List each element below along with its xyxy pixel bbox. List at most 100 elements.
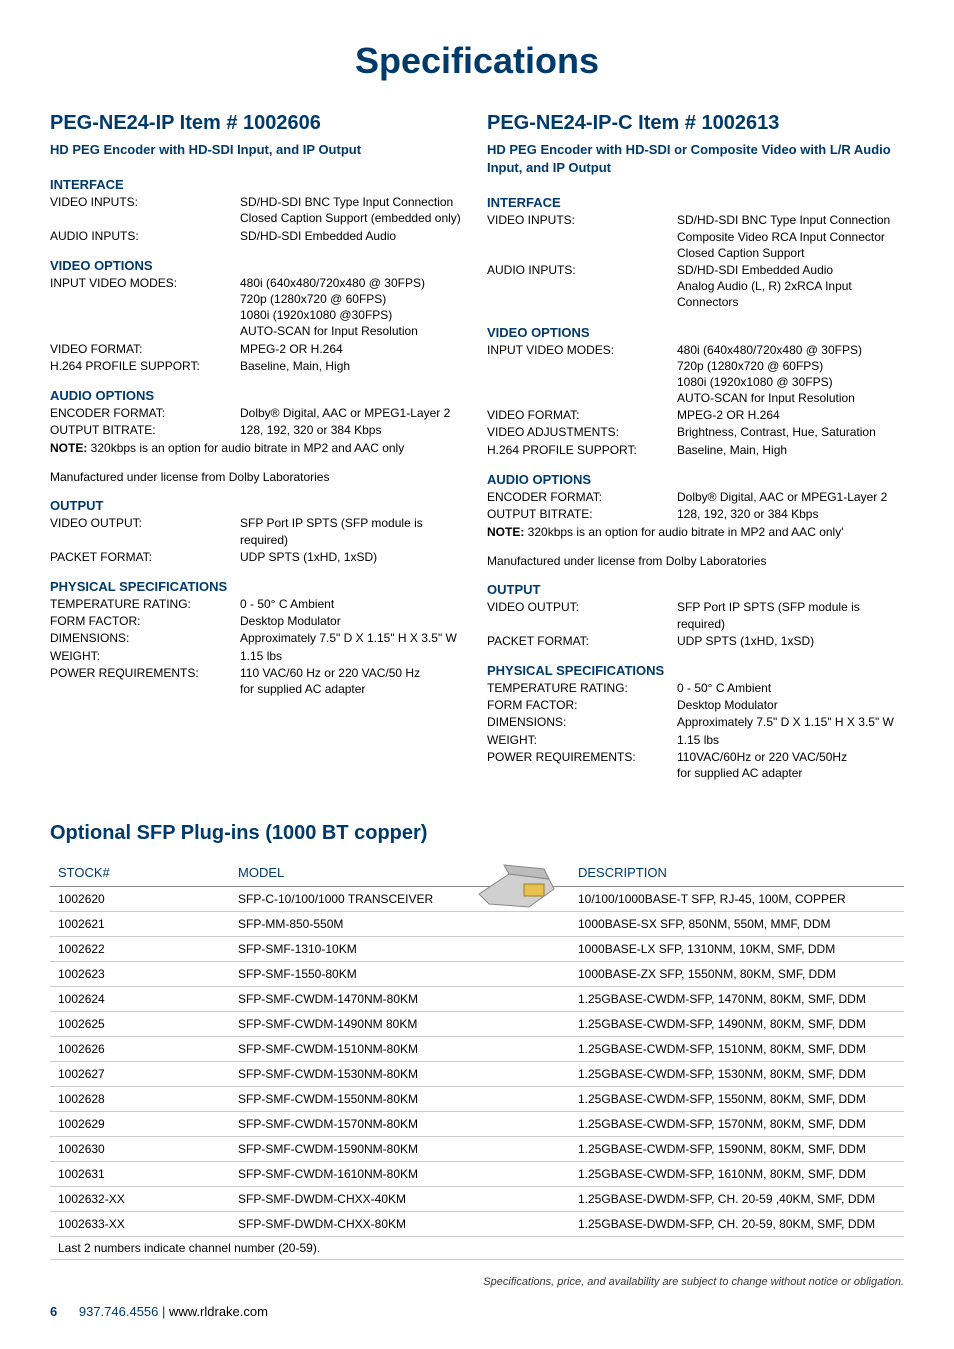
cell-model: SFP-SMF-DWDM-CHXX-80KM xyxy=(230,1212,570,1237)
cell-stock: 1002626 xyxy=(50,1037,230,1062)
spec-row: H.264 PROFILE SUPPORT:Baseline, Main, Hi… xyxy=(50,358,467,374)
spec-row: WEIGHT:1.15 lbs xyxy=(487,732,904,748)
spec-value: SD/HD-SDI BNC Type Input ConnectionCompo… xyxy=(677,212,904,261)
spec-value: UDP SPTS (1xHD, 1xSD) xyxy=(677,633,904,649)
spec-row: VIDEO INPUTS:SD/HD-SDI BNC Type Input Co… xyxy=(487,212,904,261)
spec-row: TEMPERATURE RATING:0 - 50° C Ambient xyxy=(487,680,904,696)
spec-value: Dolby® Digital, AAC or MPEG1-Layer 2 xyxy=(240,405,467,421)
cell-description: 1000BASE-LX SFP, 1310NM, 10KM, SMF, DDM xyxy=(570,937,904,962)
spec-row: DIMENSIONS:Approximately 7.5" D X 1.15" … xyxy=(50,630,467,646)
spec-row: FORM FACTOR:Desktop Modulator xyxy=(487,697,904,713)
spec-value: Baseline, Main, High xyxy=(240,358,467,374)
spec-label: TEMPERATURE RATING: xyxy=(487,680,677,696)
spec-value: Brightness, Contrast, Hue, Saturation xyxy=(677,424,904,440)
product-right: PEG-NE24-IP-C Item # 1002613 HD PEG Encod… xyxy=(487,112,904,782)
spec-label: DIMENSIONS: xyxy=(50,630,240,646)
spec-label: WEIGHT: xyxy=(50,648,240,664)
spec-value: 1.15 lbs xyxy=(240,648,467,664)
section-heading: VIDEO OPTIONS xyxy=(487,325,904,340)
cell-stock: 1002629 xyxy=(50,1112,230,1137)
spec-label: VIDEO OUTPUT: xyxy=(50,515,240,547)
page-footer: 6 937.746.4556 | www.rldrake.com xyxy=(50,1304,904,1319)
spec-row: VIDEO OUTPUT:SFP Port IP SPTS (SFP modul… xyxy=(487,599,904,631)
spec-value: 110 VAC/60 Hz or 220 VAC/50 Hzfor suppli… xyxy=(240,665,467,697)
cell-description: 1.25GBASE-CWDM-SFP, 1510NM, 80KM, SMF, D… xyxy=(570,1037,904,1062)
spec-label: PACKET FORMAT: xyxy=(487,633,677,649)
cell-stock: 1002620 xyxy=(50,887,230,912)
spec-value: SFP Port IP SPTS (SFP module is required… xyxy=(240,515,467,547)
sfp-module-icon xyxy=(474,859,564,919)
spec-label: H.264 PROFILE SUPPORT: xyxy=(487,442,677,458)
spec-value: Baseline, Main, High xyxy=(677,442,904,458)
sfp-footnote: Last 2 numbers indicate channel number (… xyxy=(50,1237,904,1260)
cell-description: 1.25GBASE-DWDM-SFP, CH. 20-59 ,40KM, SMF… xyxy=(570,1187,904,1212)
spec-row: ENCODER FORMAT:Dolby® Digital, AAC or MP… xyxy=(50,405,467,421)
spec-label: TEMPERATURE RATING: xyxy=(50,596,240,612)
cell-stock: 1002631 xyxy=(50,1162,230,1187)
footer-phone: 937.746.4556 | xyxy=(79,1304,169,1319)
spec-label: DIMENSIONS: xyxy=(487,714,677,730)
spec-row: OUTPUT BITRATE:128, 192, 320 or 384 Kbps xyxy=(487,506,904,522)
cell-stock: 1002623 xyxy=(50,962,230,987)
spec-label: ENCODER FORMAT: xyxy=(50,405,240,421)
section-heading: VIDEO OPTIONS xyxy=(50,258,467,273)
spec-value: Approximately 7.5" D X 1.15" H X 3.5" W xyxy=(240,630,467,646)
spec-label: VIDEO FORMAT: xyxy=(50,341,240,357)
spec-label: H.264 PROFILE SUPPORT: xyxy=(50,358,240,374)
spec-label: FORM FACTOR: xyxy=(487,697,677,713)
product-subtitle: HD PEG Encoder with HD-SDI Input, and IP… xyxy=(50,141,467,159)
cell-model: SFP-SMF-DWDM-CHXX-40KM xyxy=(230,1187,570,1212)
cell-model: SFP-SMF-1310-10KM xyxy=(230,937,570,962)
spec-label: PACKET FORMAT: xyxy=(50,549,240,565)
spec-row: INPUT VIDEO MODES:480i (640x480/720x480 … xyxy=(50,275,467,340)
th-desc: DESCRIPTION xyxy=(570,859,904,887)
spec-row: DIMENSIONS:Approximately 7.5" D X 1.15" … xyxy=(487,714,904,730)
spec-row: FORM FACTOR:Desktop Modulator xyxy=(50,613,467,629)
sfp-title: Optional SFP Plug-ins (1000 BT copper) xyxy=(50,822,904,845)
cell-model: SFP-SMF-CWDM-1490NM 80KM xyxy=(230,1012,570,1037)
product-header: PEG-NE24-IP-C Item # 1002613 xyxy=(487,112,904,135)
cell-model: SFP-SMF-CWDM-1610NM-80KM xyxy=(230,1162,570,1187)
spec-label: VIDEO INPUTS: xyxy=(487,212,677,261)
product-subtitle: HD PEG Encoder with HD-SDI or Composite … xyxy=(487,141,904,177)
spec-value: 480i (640x480/720x480 @ 30FPS)720p (1280… xyxy=(677,342,904,407)
cell-description: 10/100/1000BASE-T SFP, RJ-45, 100M, COPP… xyxy=(570,887,904,912)
spec-row: AUDIO INPUTS:SD/HD-SDI Embedded Audio xyxy=(50,228,467,244)
spec-label: INPUT VIDEO MODES: xyxy=(50,275,240,340)
spec-value: SFP Port IP SPTS (SFP module is required… xyxy=(677,599,904,631)
cell-description: 1.25GBASE-CWDM-SFP, 1490NM, 80KM, SMF, D… xyxy=(570,1012,904,1037)
spec-value: Dolby® Digital, AAC or MPEG1-Layer 2 xyxy=(677,489,904,505)
section-heading: PHYSICAL SPECIFICATIONS xyxy=(487,663,904,678)
spec-row: TEMPERATURE RATING:0 - 50° C Ambient xyxy=(50,596,467,612)
spec-row: H.264 PROFILE SUPPORT:Baseline, Main, Hi… xyxy=(487,442,904,458)
spec-label: OUTPUT BITRATE: xyxy=(50,422,240,438)
spec-label: FORM FACTOR: xyxy=(50,613,240,629)
table-row: 1002626SFP-SMF-CWDM-1510NM-80KM1.25GBASE… xyxy=(50,1037,904,1062)
license-note: Manufactured under license from Dolby La… xyxy=(487,554,904,568)
footer-url: www.rldrake.com xyxy=(169,1304,268,1319)
cell-description: 1.25GBASE-CWDM-SFP, 1610NM, 80KM, SMF, D… xyxy=(570,1162,904,1187)
spec-value: Desktop Modulator xyxy=(677,697,904,713)
table-row: 1002627SFP-SMF-CWDM-1530NM-80KM1.25GBASE… xyxy=(50,1062,904,1087)
spec-row: POWER REQUIREMENTS:110 VAC/60 Hz or 220 … xyxy=(50,665,467,697)
table-row: 1002630SFP-SMF-CWDM-1590NM-80KM1.25GBASE… xyxy=(50,1137,904,1162)
spec-row: VIDEO FORMAT:MPEG-2 OR H.264 xyxy=(50,341,467,357)
section-heading: OUTPUT xyxy=(50,498,467,513)
cell-stock: 1002628 xyxy=(50,1087,230,1112)
spec-row: AUDIO INPUTS:SD/HD-SDI Embedded AudioAna… xyxy=(487,262,904,311)
table-row: 1002629SFP-SMF-CWDM-1570NM-80KM1.25GBASE… xyxy=(50,1112,904,1137)
spec-row: VIDEO ADJUSTMENTS:Brightness, Contrast, … xyxy=(487,424,904,440)
table-row: 1002622SFP-SMF-1310-10KM1000BASE-LX SFP,… xyxy=(50,937,904,962)
cell-stock: 1002621 xyxy=(50,912,230,937)
cell-description: 1.25GBASE-CWDM-SFP, 1570NM, 80KM, SMF, D… xyxy=(570,1112,904,1137)
cell-model: SFP-SMF-CWDM-1550NM-80KM xyxy=(230,1087,570,1112)
spec-value: MPEG-2 OR H.264 xyxy=(677,407,904,423)
cell-description: 1000BASE-SX SFP, 850NM, 550M, MMF, DDM xyxy=(570,912,904,937)
spec-value: 110VAC/60Hz or 220 VAC/50Hzfor supplied … xyxy=(677,749,904,781)
spec-value: SD/HD-SDI BNC Type Input ConnectionClose… xyxy=(240,194,467,226)
spec-note: NOTE: 320kbps is an option for audio bit… xyxy=(50,440,467,456)
cell-model: SFP-SMF-CWDM-1530NM-80KM xyxy=(230,1062,570,1087)
cell-model: SFP-SMF-CWDM-1590NM-80KM xyxy=(230,1137,570,1162)
cell-stock: 1002625 xyxy=(50,1012,230,1037)
cell-model: SFP-SMF-1550-80KM xyxy=(230,962,570,987)
